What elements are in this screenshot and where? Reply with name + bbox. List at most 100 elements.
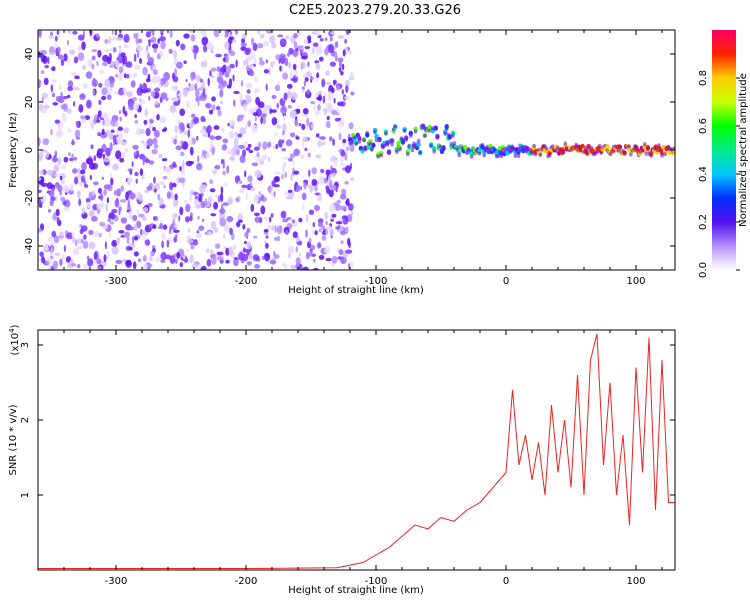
heatmap-cell <box>250 52 256 59</box>
heatmap-cell <box>316 197 320 202</box>
heatmap-cell <box>251 162 259 167</box>
heatmap-cell <box>256 152 260 158</box>
snr-y-tick-label: 2 <box>20 417 31 423</box>
heatmap-cell <box>188 84 195 91</box>
heatmap-cell <box>56 216 60 225</box>
heatmap-cell <box>340 163 345 167</box>
heatmap-cell <box>590 146 594 151</box>
heatmap-cell <box>98 99 102 105</box>
spectrogram-y-tick-label: -20 <box>24 190 35 206</box>
heatmap-cell <box>254 264 261 269</box>
heatmap-cell <box>63 53 68 62</box>
heatmap-cell <box>128 247 133 251</box>
heatmap-cell <box>122 151 126 158</box>
heatmap-cell <box>427 124 432 130</box>
heatmap-cell <box>336 107 340 114</box>
heatmap-cell <box>319 192 322 202</box>
heatmap-cell <box>78 104 84 113</box>
heatmap-cell <box>334 41 339 48</box>
heatmap-cell <box>253 88 260 94</box>
heatmap-cell <box>140 140 145 144</box>
heatmap-cell <box>179 166 182 172</box>
heatmap-cell <box>116 237 121 245</box>
heatmap-cell <box>280 210 287 219</box>
heatmap-cell <box>229 227 234 235</box>
heatmap-cell <box>184 199 188 204</box>
heatmap-cell <box>672 146 675 151</box>
heatmap-cell <box>344 38 347 44</box>
snr-frame <box>37 329 676 571</box>
heatmap-cell <box>69 183 74 192</box>
heatmap-cell <box>209 70 212 77</box>
heatmap-cell <box>239 180 243 184</box>
heatmap-cell <box>340 205 347 211</box>
heatmap-cell <box>152 137 158 145</box>
heatmap-cell <box>44 64 49 69</box>
heatmap-cell <box>365 131 370 135</box>
heatmap-cell <box>328 43 335 53</box>
heatmap-cell <box>120 185 125 192</box>
heatmap-cell <box>142 82 148 91</box>
heatmap-cell <box>627 144 631 149</box>
heatmap-cell <box>128 102 135 111</box>
heatmap-cell <box>237 133 243 138</box>
heatmap-cell <box>138 98 142 103</box>
heatmap-cell <box>302 266 309 270</box>
heatmap-cell <box>342 138 347 144</box>
heatmap-cell <box>232 74 235 82</box>
heatmap-cell <box>47 35 55 40</box>
heatmap-cell <box>307 152 311 158</box>
figure-title: C2E5.2023.279.20.33.G26 <box>289 3 461 18</box>
heatmap-cell <box>309 244 316 251</box>
heatmap-cell <box>215 243 221 249</box>
heatmap-cell <box>55 208 60 217</box>
heatmap-cell <box>599 150 603 155</box>
heatmap-cell <box>257 101 265 109</box>
heatmap-cell <box>363 147 368 152</box>
snr-y-tick-label: 3 <box>20 342 31 348</box>
heatmap-cell <box>291 219 295 224</box>
colorbar-gradient <box>712 30 736 270</box>
heatmap-cell <box>199 78 204 83</box>
heatmap-cell <box>398 147 402 152</box>
heatmap-cell <box>341 255 344 264</box>
heatmap-cell <box>245 147 251 151</box>
heatmap-cell <box>144 239 151 246</box>
heatmap-cell <box>100 192 104 202</box>
heatmap-cell <box>216 105 221 111</box>
heatmap-cell <box>88 241 96 250</box>
heatmap-cell <box>118 66 124 74</box>
heatmap-cell <box>222 214 226 219</box>
heatmap-cell <box>197 97 200 107</box>
heatmap-cell <box>189 123 194 129</box>
heatmap-cell <box>225 259 230 264</box>
heatmap-cell <box>219 193 224 203</box>
heatmap-cell <box>195 88 200 98</box>
heatmap-cell <box>120 217 128 224</box>
heatmap-cell <box>153 216 156 221</box>
heatmap-cell <box>480 143 485 147</box>
heatmap-cell <box>217 256 224 261</box>
heatmap-cell <box>169 104 177 114</box>
heatmap-cell <box>220 100 224 105</box>
heatmap-cell <box>354 141 359 146</box>
heatmap-cell <box>273 250 276 257</box>
heatmap-cell <box>233 90 240 95</box>
snr-panel: -300 -200 -100 0 100 1 2 3 Height of straight … <box>8 324 676 596</box>
heatmap-cell <box>345 198 350 207</box>
heatmap-cell <box>223 234 226 239</box>
heatmap-cell <box>122 259 127 263</box>
heatmap-cell <box>164 166 171 173</box>
heatmap-cell <box>236 148 240 156</box>
heatmap-cell <box>329 61 336 67</box>
heatmap-cell <box>193 240 199 246</box>
heatmap-cell <box>208 196 212 204</box>
heatmap-cell <box>334 203 341 211</box>
heatmap-cell <box>294 118 299 127</box>
heatmap-cell <box>279 53 286 59</box>
heatmap-cell <box>308 237 312 244</box>
heatmap-cell <box>132 144 139 150</box>
heatmap-cell <box>150 36 157 44</box>
heatmap-cell <box>269 35 276 44</box>
